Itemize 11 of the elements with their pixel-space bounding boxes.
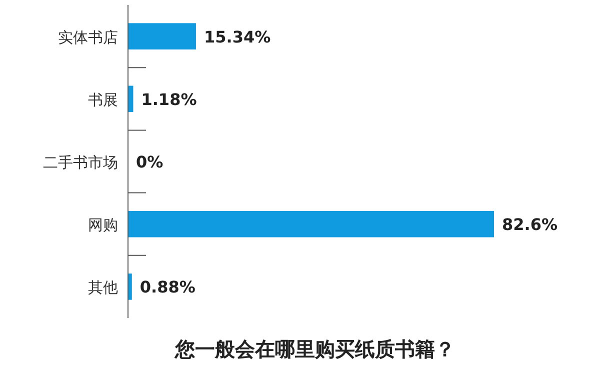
data-label: 0.88% xyxy=(140,278,196,297)
y-tick-label: 书展 xyxy=(88,90,118,109)
data-label: 1.18% xyxy=(141,90,197,109)
y-tick-label: 网购 xyxy=(88,216,118,234)
text: 您一般会在哪里购买纸质书籍？ xyxy=(174,337,455,361)
data-label: 0% xyxy=(136,152,164,172)
data-label: 82.6% xyxy=(502,215,558,234)
y-tick-label: 实体书店 xyxy=(58,28,118,46)
data-label: 15.34% xyxy=(204,27,271,46)
y-tick-label: 其他 xyxy=(88,278,118,297)
y-tick-label: 二手书市场 xyxy=(43,154,118,172)
